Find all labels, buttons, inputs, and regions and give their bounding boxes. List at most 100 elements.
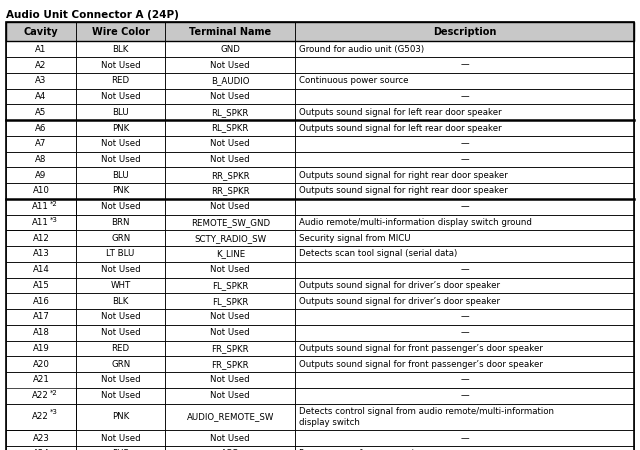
Bar <box>166 22 295 41</box>
Text: Description: Description <box>433 27 496 37</box>
Text: K_LINE: K_LINE <box>216 249 245 258</box>
Bar <box>166 278 295 293</box>
Bar <box>295 309 634 325</box>
Bar <box>76 430 166 446</box>
Bar <box>6 388 76 404</box>
Text: A22: A22 <box>31 391 49 400</box>
Bar <box>166 167 295 183</box>
Bar <box>6 183 76 199</box>
Text: A11²: A11² <box>31 202 51 211</box>
Bar <box>6 73 76 89</box>
Bar <box>6 22 76 41</box>
Text: Security signal from MICU: Security signal from MICU <box>299 234 411 243</box>
Bar <box>295 446 634 450</box>
Text: Not Used: Not Used <box>101 60 140 69</box>
Bar <box>295 388 634 404</box>
Bar <box>6 278 76 293</box>
Text: —: — <box>460 312 469 321</box>
Bar <box>295 215 634 230</box>
Bar <box>166 136 295 152</box>
Bar <box>6 446 76 450</box>
Bar <box>6 262 76 278</box>
Bar <box>295 246 634 262</box>
Bar <box>295 57 634 73</box>
Text: Not Used: Not Used <box>101 375 140 384</box>
Text: Not Used: Not Used <box>211 139 250 148</box>
Bar <box>166 341 295 356</box>
Text: —: — <box>460 265 469 274</box>
Bar <box>6 199 76 215</box>
Bar <box>166 120 295 136</box>
Text: —: — <box>460 434 469 443</box>
Bar <box>76 262 166 278</box>
Bar <box>76 136 166 152</box>
Text: Outputs sound signal for right rear door speaker: Outputs sound signal for right rear door… <box>299 171 508 180</box>
Text: A23: A23 <box>33 434 49 443</box>
Bar <box>6 41 76 57</box>
Text: A14: A14 <box>33 265 49 274</box>
Text: Continuous power source: Continuous power source <box>299 76 408 85</box>
Bar <box>76 325 166 341</box>
Bar <box>166 89 295 104</box>
Text: RL_SPKR: RL_SPKR <box>212 123 249 132</box>
Bar <box>295 104 634 120</box>
Bar <box>6 388 76 404</box>
Text: Not Used: Not Used <box>211 434 250 443</box>
Bar <box>295 120 634 136</box>
Bar <box>76 388 166 404</box>
Bar <box>295 372 634 388</box>
Bar <box>166 262 295 278</box>
Bar <box>295 73 634 89</box>
Bar <box>6 230 76 246</box>
Text: RR_SPKR: RR_SPKR <box>211 171 250 180</box>
Bar <box>76 89 166 104</box>
Text: Detects control signal from audio remote/multi-information: Detects control signal from audio remote… <box>299 407 554 416</box>
Bar <box>6 152 76 167</box>
Bar <box>6 325 76 341</box>
Bar <box>166 104 295 120</box>
Bar <box>295 446 634 450</box>
Bar <box>76 341 166 356</box>
Bar <box>295 293 634 309</box>
Bar <box>166 104 295 120</box>
Bar <box>166 152 295 167</box>
Bar <box>6 89 76 104</box>
Text: —: — <box>460 391 469 400</box>
Bar <box>166 183 295 199</box>
Bar <box>6 73 76 89</box>
Bar <box>295 404 634 430</box>
Text: Not Used: Not Used <box>101 155 140 164</box>
Bar <box>76 199 166 215</box>
Bar <box>295 57 634 73</box>
Text: Detects scan tool signal (serial data): Detects scan tool signal (serial data) <box>299 249 458 258</box>
Bar <box>76 404 166 430</box>
Bar <box>6 152 76 167</box>
Bar <box>76 41 166 57</box>
Text: Not Used: Not Used <box>211 155 250 164</box>
Bar <box>166 325 295 341</box>
Bar <box>295 199 634 215</box>
Bar <box>6 215 76 230</box>
Bar <box>6 104 76 120</box>
Text: Not Used: Not Used <box>101 434 140 443</box>
Bar <box>295 356 634 372</box>
Bar <box>76 293 166 309</box>
Bar <box>76 278 166 293</box>
Bar <box>76 430 166 446</box>
Bar <box>166 325 295 341</box>
Bar <box>6 404 76 430</box>
Bar <box>295 341 634 356</box>
Text: A19: A19 <box>33 344 49 353</box>
Bar <box>166 446 295 450</box>
Bar <box>6 341 76 356</box>
Bar <box>166 230 295 246</box>
Bar <box>295 430 634 446</box>
Bar <box>166 372 295 388</box>
Bar <box>6 230 76 246</box>
Bar <box>166 230 295 246</box>
Bar <box>76 230 166 246</box>
Bar <box>76 89 166 104</box>
Text: Outputs sound signal for left rear door speaker: Outputs sound signal for left rear door … <box>299 108 502 117</box>
Bar <box>6 199 76 215</box>
Bar <box>6 430 76 446</box>
